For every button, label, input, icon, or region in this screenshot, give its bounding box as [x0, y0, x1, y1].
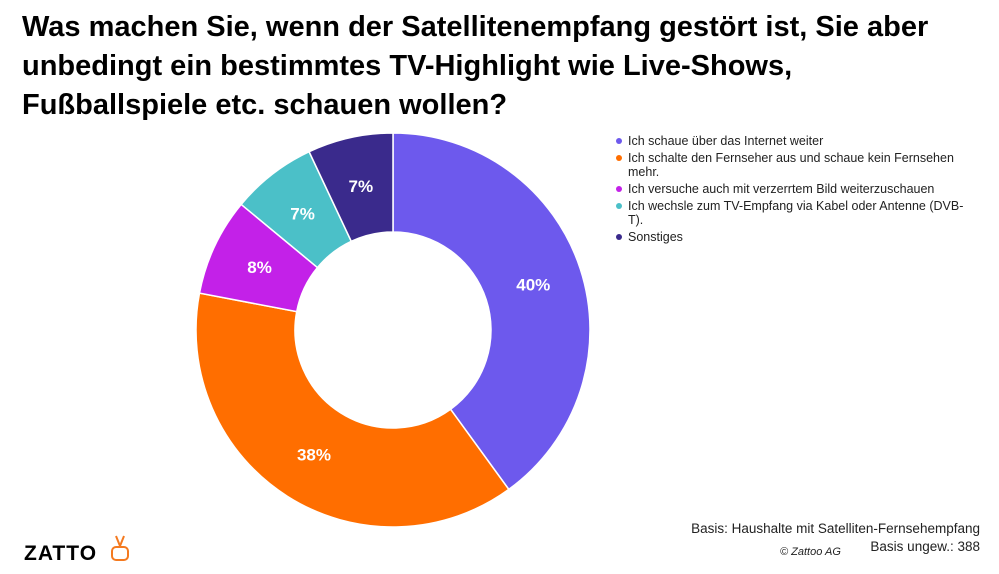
donut-slice [392, 132, 591, 491]
basis-line-1: Basis: Haushalte mit Satelliten-Fernsehe… [691, 521, 980, 536]
zattoo-logo: ZATTO [24, 530, 144, 570]
legend-label: Ich schaue über das Internet weiter [628, 134, 824, 148]
donut-slice [195, 292, 510, 528]
legend-label: Ich schalte den Fernseher aus und schaue… [628, 151, 954, 179]
legend-item: Ich schaue über das Internet weiter [616, 134, 976, 148]
legend-item: Ich wechsle zum TV-Empfang via Kabel ode… [616, 199, 976, 227]
logo-tv-icon [111, 546, 129, 561]
basis-note: Basis: Haushalte mit Satelliten-Fernsehe… [691, 520, 980, 556]
legend-item: Sonstiges [616, 230, 976, 244]
legend-label: Ich wechsle zum TV-Empfang via Kabel ode… [628, 199, 964, 227]
legend-item: Ich schalte den Fernseher aus und schaue… [616, 151, 976, 179]
donut-slice [308, 132, 394, 243]
slice-value-label: 8% [247, 258, 272, 277]
legend-item: Ich versuche auch mit verzerrtem Bild we… [616, 182, 976, 196]
copyright-note: © Zattoo AG [780, 546, 841, 558]
legend-swatch [616, 234, 622, 240]
slice-value-label: 7% [290, 204, 315, 223]
logo-wordmark: ZATTO [24, 542, 98, 565]
logo-antenna-icon [115, 535, 125, 547]
legend-swatch [616, 138, 622, 144]
legend-swatch [616, 186, 622, 192]
slice-value-label: 7% [349, 177, 374, 196]
legend-label: Ich versuche auch mit verzerrtem Bild we… [628, 182, 935, 196]
legend-swatch [616, 155, 622, 161]
legend-label: Sonstiges [628, 230, 683, 244]
basis-line-2: Basis ungew.: 388 [870, 539, 980, 554]
legend-swatch [616, 203, 622, 209]
chart-legend: Ich schaue über das Internet weiter Ich s… [616, 134, 976, 247]
slice-value-label: 38% [297, 446, 331, 465]
slice-value-label: 40% [516, 275, 550, 294]
chart-title: Was machen Sie, wenn der Satellitenempfa… [22, 11, 929, 121]
